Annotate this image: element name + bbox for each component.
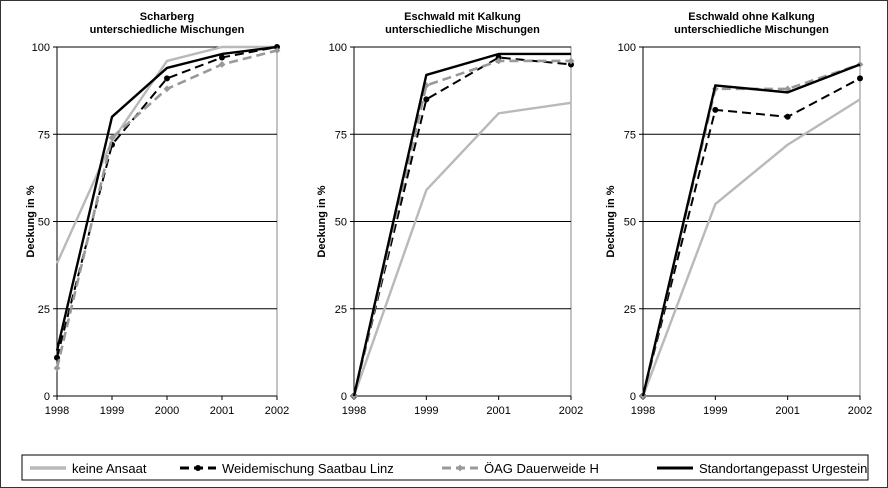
chart-panel-1: 0 25 50 75 100 1998 1999 2000 2001 2002 Scharbergu… bbox=[25, 11, 289, 417]
y-tick-label: 25 bbox=[38, 304, 50, 316]
chart-title: unterschiedliche Mischungen bbox=[90, 24, 245, 36]
y-axis-label: Deckung in % bbox=[316, 185, 328, 257]
x-tick-label: 2001 bbox=[775, 405, 799, 417]
data-point bbox=[712, 106, 719, 113]
data-point bbox=[568, 61, 574, 68]
data-point bbox=[495, 57, 503, 65]
series-4 bbox=[55, 45, 278, 351]
y-tick-label: 25 bbox=[335, 304, 347, 316]
series-line bbox=[641, 98, 861, 397]
data-point bbox=[273, 47, 281, 54]
y-tick-label: 0 bbox=[630, 391, 636, 403]
data-point bbox=[53, 364, 61, 372]
y-tick-label: 100 bbox=[329, 42, 347, 54]
y-tick-label: 25 bbox=[624, 304, 636, 316]
data-point bbox=[857, 75, 863, 82]
x-tick-label: 1998 bbox=[631, 405, 655, 417]
series-line bbox=[642, 77, 861, 397]
x-tick-label: 1998 bbox=[45, 405, 69, 417]
series-1 bbox=[352, 101, 572, 397]
legend-marker bbox=[456, 464, 464, 472]
data-point bbox=[54, 354, 60, 361]
data-point bbox=[784, 113, 791, 120]
data-point bbox=[219, 54, 225, 61]
x-tick-label: 2002 bbox=[265, 405, 289, 417]
y-tick-label: 50 bbox=[38, 217, 50, 229]
y-axis-label: Deckung in % bbox=[605, 185, 617, 257]
x-tick-label: 1999 bbox=[100, 405, 124, 417]
series-4 bbox=[352, 52, 571, 397]
x-tick-label: 2001 bbox=[210, 405, 234, 417]
legend-item-4: Standortangepasst Urgestein bbox=[657, 461, 867, 476]
x-tick-label: 1999 bbox=[703, 405, 727, 417]
chart-title: Eschwald ohne Kalkung bbox=[688, 11, 815, 23]
y-tick-label: 50 bbox=[335, 217, 347, 229]
chart-panel-3: 0 25 50 75 100 1998 1999 2001 2002 Eschwald ohne … bbox=[605, 11, 872, 417]
data-point bbox=[423, 96, 430, 103]
legend-label: Standortangepasst Urgestein bbox=[699, 461, 867, 476]
series-1 bbox=[55, 45, 277, 264]
data-point bbox=[218, 61, 226, 68]
chart-title: unterschiedliche Mischungen bbox=[674, 24, 829, 36]
y-tick-label: 100 bbox=[32, 42, 50, 54]
y-tick-label: 50 bbox=[624, 217, 636, 229]
series-line bbox=[352, 52, 571, 397]
legend-marker bbox=[195, 465, 201, 471]
series-4 bbox=[641, 63, 861, 397]
chart-title: unterschiedliche Mischungen bbox=[385, 24, 540, 36]
series-3 bbox=[53, 47, 281, 372]
legend: keine Ansaat Weidemischung Saatbau Linz ÖA… bbox=[21, 454, 869, 481]
x-tick-label: 1999 bbox=[414, 405, 438, 417]
legend-item-1: keine Ansaat bbox=[30, 461, 147, 476]
legend-label: keine Ansaat bbox=[72, 461, 147, 476]
y-tick-label: 75 bbox=[624, 129, 636, 141]
chart-title: Scharberg bbox=[140, 11, 194, 23]
chart-panel-2: 0 25 50 75 100 1998 1999 2001 2002 Eschwald mit K… bbox=[316, 11, 583, 417]
legend-label: ÖAG Dauerweide H bbox=[484, 461, 599, 476]
series-1 bbox=[641, 98, 861, 397]
chart-title: Eschwald mit Kalkung bbox=[404, 11, 521, 23]
legend-label: Weidemischung Saatbau Linz bbox=[222, 461, 394, 476]
series-line bbox=[55, 45, 278, 351]
x-tick-label: 2002 bbox=[559, 405, 583, 417]
y-axis-label: Deckung in % bbox=[25, 185, 37, 257]
series-line bbox=[353, 56, 572, 397]
series-line bbox=[641, 63, 861, 397]
series-line bbox=[352, 101, 572, 397]
x-tick-label: 1998 bbox=[342, 405, 366, 417]
y-tick-label: 75 bbox=[38, 129, 50, 141]
x-tick-label: 2000 bbox=[155, 405, 179, 417]
y-tick-label: 0 bbox=[341, 391, 347, 403]
x-tick-label: 2002 bbox=[848, 405, 872, 417]
data-point bbox=[567, 57, 575, 65]
y-tick-label: 0 bbox=[44, 391, 50, 403]
data-point bbox=[495, 54, 502, 61]
data-point bbox=[163, 85, 171, 93]
data-point bbox=[108, 134, 116, 142]
x-tick-label: 2001 bbox=[486, 405, 510, 417]
y-tick-label: 100 bbox=[618, 42, 636, 54]
legend-item-3: ÖAG Dauerweide H bbox=[442, 461, 599, 476]
y-tick-label: 75 bbox=[335, 129, 347, 141]
series-line bbox=[55, 45, 277, 264]
legend-item-2: Weidemischung Saatbau Linz bbox=[180, 461, 394, 476]
data-point bbox=[164, 75, 170, 82]
